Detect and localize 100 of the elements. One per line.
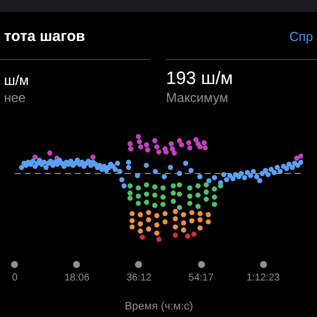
point — [138, 144, 144, 150]
point — [128, 146, 134, 152]
point — [195, 204, 201, 209]
point — [138, 221, 143, 226]
text: Спр — [289, 29, 313, 44]
point — [195, 183, 201, 188]
point — [160, 185, 166, 190]
point — [172, 208, 178, 214]
point — [160, 194, 166, 200]
point — [187, 200, 192, 206]
point — [144, 200, 150, 205]
point — [146, 217, 152, 222]
point — [180, 212, 186, 218]
point — [212, 186, 218, 192]
point — [180, 227, 186, 233]
point — [144, 182, 150, 188]
point — [127, 196, 133, 201]
point — [172, 232, 178, 238]
point — [170, 198, 176, 204]
point — [189, 210, 194, 216]
x-axis-title: Время (ч:м:с) — [124, 300, 194, 312]
point — [197, 144, 203, 150]
point — [127, 183, 133, 188]
point — [202, 140, 207, 146]
point — [195, 192, 201, 198]
point — [130, 210, 135, 216]
point — [146, 226, 152, 232]
point — [172, 150, 177, 156]
point — [138, 228, 143, 234]
text: нее — [4, 90, 26, 105]
point — [186, 140, 192, 146]
point — [197, 217, 203, 222]
point — [136, 185, 141, 190]
point — [32, 154, 38, 160]
point — [127, 190, 133, 196]
point — [136, 194, 141, 199]
point — [170, 190, 176, 196]
point — [47, 150, 52, 156]
point — [156, 149, 162, 155]
point — [172, 224, 178, 230]
point — [204, 189, 209, 195]
point — [138, 212, 143, 218]
point — [202, 145, 208, 150]
point — [154, 230, 160, 236]
point — [180, 220, 186, 226]
point — [193, 137, 199, 142]
point — [176, 191, 182, 197]
point — [170, 183, 176, 188]
point — [185, 234, 190, 239]
point — [178, 142, 184, 148]
point — [170, 146, 175, 152]
point — [154, 222, 160, 228]
text: ш/м — [4, 72, 29, 88]
point — [172, 216, 178, 222]
point — [144, 142, 150, 148]
point — [206, 212, 211, 218]
point — [144, 147, 150, 152]
point — [212, 194, 218, 200]
point — [162, 210, 168, 216]
point — [298, 153, 303, 159]
point — [136, 139, 142, 144]
point — [206, 219, 211, 224]
point — [187, 145, 192, 150]
point — [197, 210, 203, 216]
point — [204, 196, 209, 202]
point — [197, 225, 203, 231]
point — [191, 232, 196, 237]
x-tick-label: 18:06 — [64, 272, 90, 284]
point — [168, 141, 174, 146]
point — [152, 138, 158, 144]
point — [152, 202, 158, 208]
point — [90, 154, 96, 160]
point — [127, 141, 133, 146]
x-tick-label: 1:12:23 — [246, 272, 280, 284]
point — [140, 234, 146, 240]
point — [152, 192, 158, 198]
text: Максимум — [166, 90, 228, 105]
point — [176, 138, 182, 144]
x-tick-label: 36:12 — [126, 272, 152, 284]
point — [189, 218, 194, 224]
x-tick-label: 54:17 — [188, 272, 214, 284]
point — [146, 210, 152, 216]
point — [204, 182, 209, 188]
point — [130, 218, 135, 224]
chart-title: тота шагов — [4, 28, 86, 45]
point — [294, 156, 300, 161]
text: 193 ш/м — [166, 68, 233, 89]
point — [154, 213, 160, 218]
point — [152, 184, 158, 190]
point — [212, 202, 218, 207]
point — [136, 134, 141, 140]
point — [163, 149, 169, 155]
point — [130, 224, 135, 230]
point — [144, 191, 150, 197]
point — [176, 182, 182, 188]
point — [187, 194, 192, 199]
point — [136, 200, 141, 206]
x-tick-label: 0 — [12, 272, 18, 284]
point — [154, 144, 160, 150]
point — [160, 202, 166, 207]
